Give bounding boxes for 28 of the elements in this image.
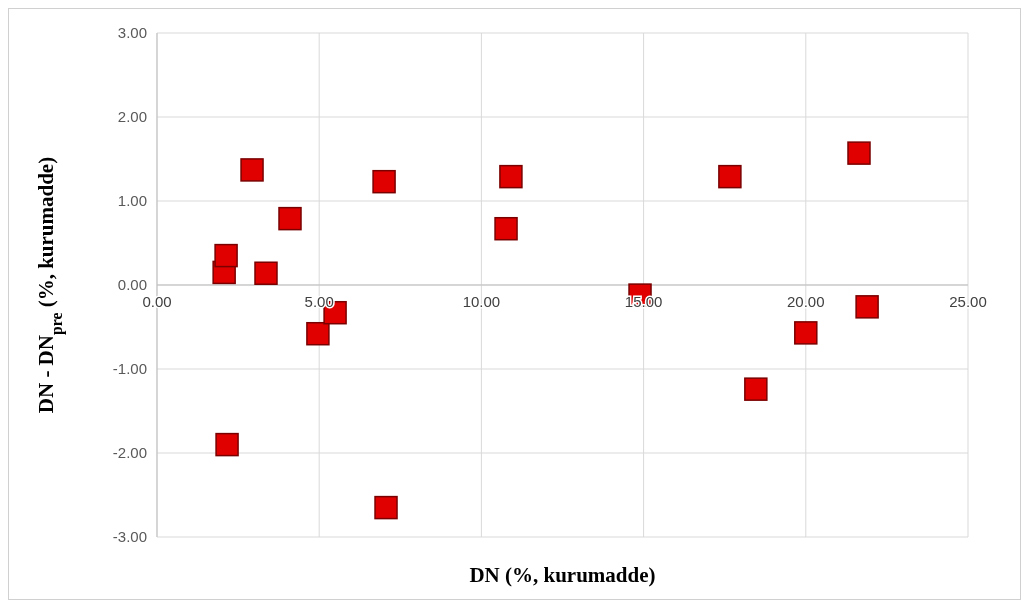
point (240, 158, 264, 182)
x-tick-label: 5.00 (304, 293, 334, 310)
y-tick-label: 0.00 (117, 276, 147, 293)
point (499, 164, 523, 189)
x-tick-label: 10.00 (462, 293, 501, 310)
point (744, 377, 768, 401)
point (215, 432, 239, 457)
y-tick-label: -3.00 (112, 528, 147, 545)
point (214, 243, 238, 268)
point (494, 216, 518, 241)
y-tick-label: -2.00 (112, 444, 147, 461)
x-axis-title: DN (%, kurumadde) (469, 563, 656, 587)
y-tick-label: 2.00 (117, 108, 147, 125)
point (718, 164, 742, 189)
point (278, 206, 302, 231)
y-tick-label: -1.00 (112, 360, 147, 377)
x-tick-label: 20.00 (787, 293, 825, 310)
x-tick-label: 25.00 (949, 293, 987, 310)
point (847, 141, 871, 165)
point (306, 321, 330, 346)
y-tick-label: 1.00 (117, 192, 147, 209)
point (794, 321, 818, 345)
point (372, 169, 396, 194)
point (855, 295, 879, 319)
point (254, 261, 278, 285)
point (374, 495, 398, 520)
x-tick-label: 0.00 (142, 293, 172, 310)
y-tick-label: 3.00 (117, 24, 147, 41)
